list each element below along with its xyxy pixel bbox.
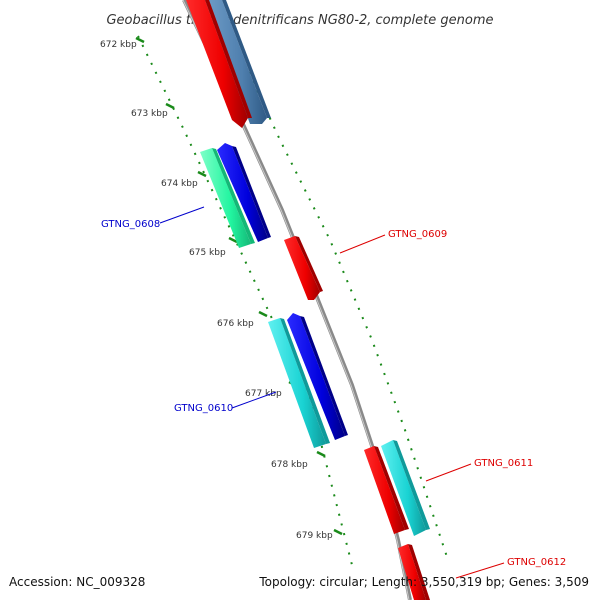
- major-tick: [135, 36, 145, 44]
- genome-backbone: [182, 0, 412, 600]
- feature-red-gtng0612: [398, 544, 430, 600]
- leader-gtng0611: [425, 463, 472, 482]
- map-title: Geobacillus thermodenitrificans NG80-2, …: [106, 13, 493, 28]
- feature-red-gtng0609: [284, 236, 323, 300]
- gene-label-gtng0611[interactable]: GTNG_0611: [474, 458, 533, 469]
- major-tick: [228, 236, 238, 244]
- feature-mint-gtng0608: [200, 148, 255, 248]
- tick-label-674: 674 kbp: [161, 179, 198, 189]
- feature-red-top: [186, 0, 252, 128]
- feature-blue-gtng0610: [287, 313, 348, 440]
- leader-gtng0609: [339, 234, 386, 254]
- leader-gtng0612: [455, 562, 505, 579]
- major-tick: [333, 528, 343, 536]
- feature-cyan-gtng0611: [381, 440, 430, 536]
- major-tick: [165, 102, 175, 110]
- major-tick: [197, 170, 207, 178]
- leader-gtng0610: [231, 391, 277, 409]
- genome-summary-text: Topology: circular; Length: 3,550,319 bp…: [258, 575, 589, 589]
- major-tick: [258, 310, 268, 318]
- tick-label-679: 679 kbp: [296, 531, 333, 541]
- gene-label-gtng0610[interactable]: GTNG_0610: [174, 403, 233, 414]
- feature-red-gtng0611: [364, 446, 409, 534]
- feature-blue-gtng0608: [217, 143, 271, 242]
- leader-gtng0608: [159, 206, 205, 224]
- feature-steelblue-top: [205, 0, 271, 124]
- tick-label-678: 678 kbp: [271, 460, 308, 470]
- gene-label-gtng0612[interactable]: GTNG_0612: [507, 557, 566, 568]
- gene-label-gtng0608[interactable]: GTNG_0608: [101, 219, 160, 230]
- gene-label-gtng0609[interactable]: GTNG_0609: [388, 229, 447, 240]
- accession-text: Accession: NC_009328: [9, 575, 145, 589]
- tick-ladder-right: [231, 35, 449, 561]
- major-tick: [316, 450, 326, 458]
- tick-label-675: 675 kbp: [189, 248, 226, 258]
- tick-label-677: 677 kbp: [245, 389, 282, 399]
- genome-backbone-highlight: [182, 0, 410, 600]
- tick-label-673: 673 kbp: [131, 109, 168, 119]
- feature-cyan-gtng0610: [268, 318, 330, 448]
- tick-label-676: 676 kbp: [217, 319, 254, 329]
- tick-label-672: 672 kbp: [100, 40, 137, 50]
